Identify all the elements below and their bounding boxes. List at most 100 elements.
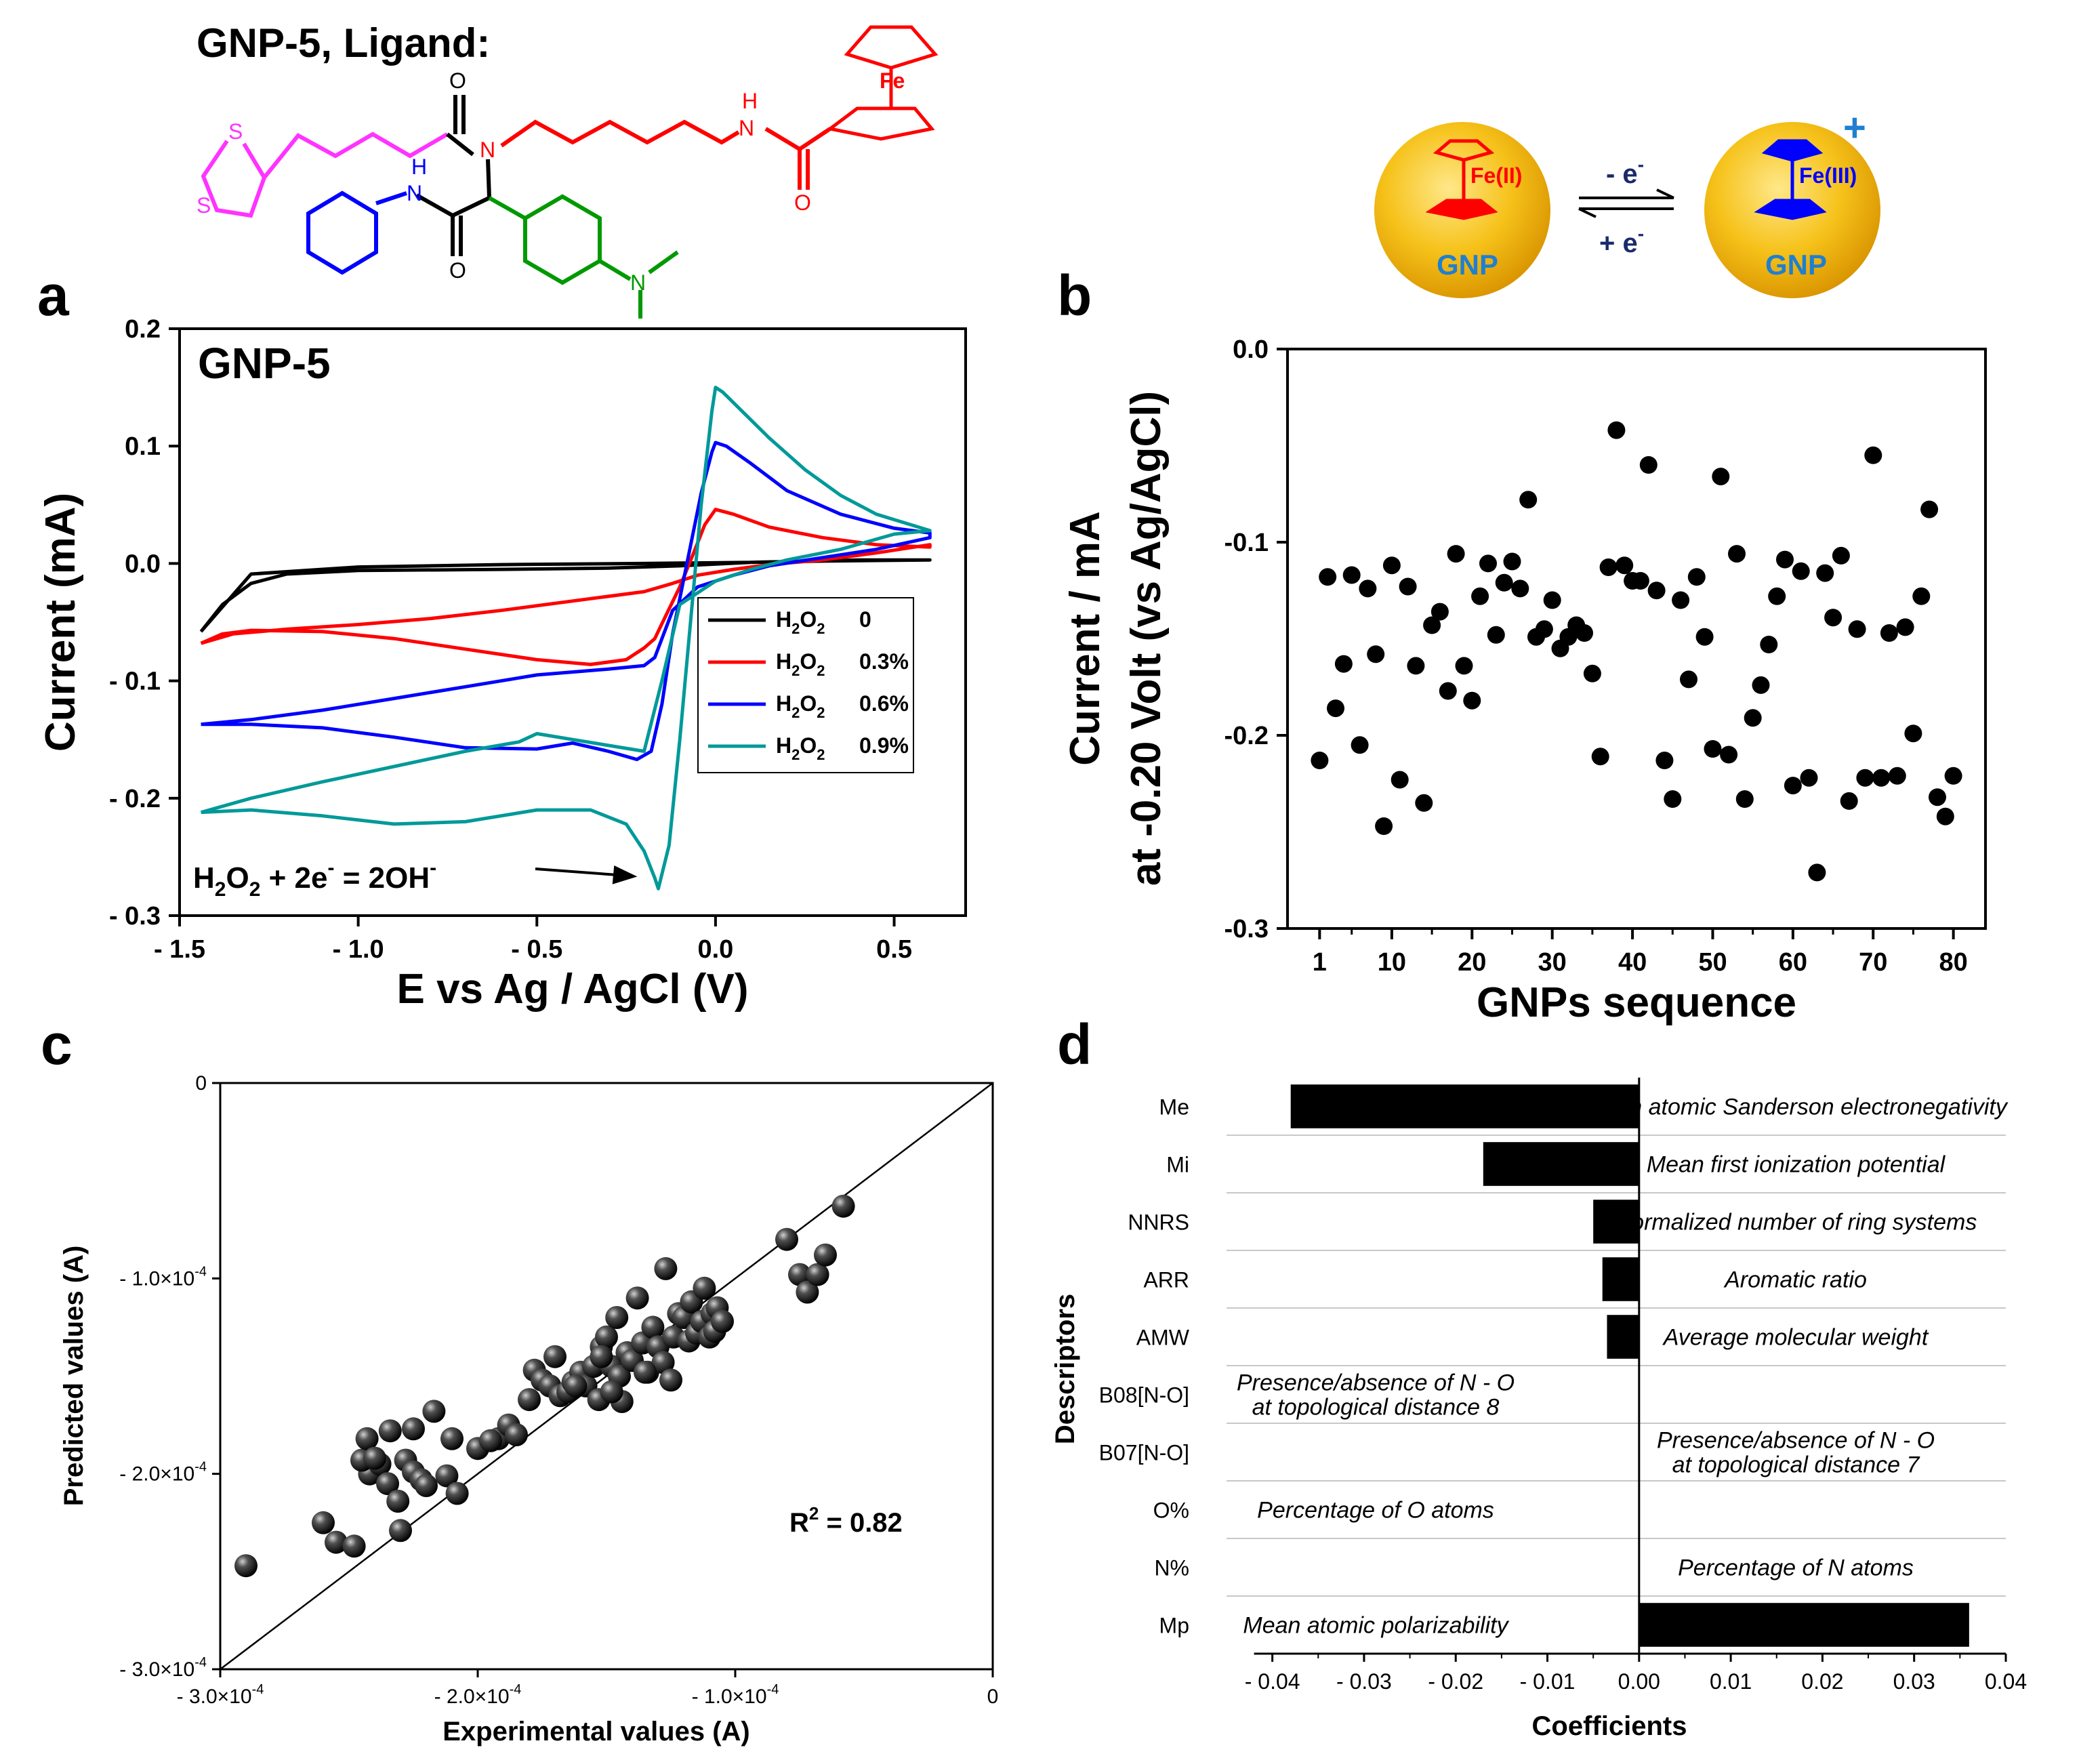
- category-label: Mi: [1166, 1153, 1189, 1177]
- descriptor-description: Aromatic ratio: [1723, 1267, 1867, 1293]
- scatter-sphere: [831, 1194, 855, 1218]
- scatter-point: [1327, 699, 1344, 718]
- scatter-sphere: [312, 1511, 335, 1534]
- cv-series-1: [200, 508, 932, 666]
- scatter-point: [1712, 468, 1730, 486]
- gnp-label-left: GNP: [1437, 249, 1498, 281]
- scatter-point: [1695, 628, 1714, 646]
- panel-a-title: GNP-5: [198, 339, 331, 388]
- scatter-sphere: [659, 1368, 682, 1392]
- y-tick-label: -0.1: [1224, 529, 1269, 557]
- ferrocene-fe2-icon: [1425, 139, 1498, 220]
- scatter-point: [1848, 620, 1866, 638]
- panel-b-frame: [1286, 348, 1987, 930]
- descriptor-description: Mean first ionization potential: [1647, 1152, 1946, 1178]
- scatter-point: [1615, 556, 1634, 575]
- scatter-point: [1342, 566, 1361, 584]
- y-tick-label: - 0.1: [109, 668, 161, 696]
- legend-label: H2O2 0: [776, 607, 871, 637]
- equilibrium-arrows-icon: [1578, 188, 1674, 218]
- scatter-point: [1840, 792, 1858, 810]
- atom-fe: Fe: [880, 68, 905, 93]
- scatter-sphere: [796, 1280, 819, 1304]
- descriptor-description: Mean atomic polarizability: [1243, 1613, 1509, 1639]
- x-tick-label: - 1.5: [154, 935, 205, 964]
- category-label: AMW: [1136, 1326, 1190, 1350]
- atom-n-dimethyl: N: [630, 270, 646, 295]
- panel-c-ylabel: Predicted values (A): [59, 1246, 89, 1507]
- scatter-sphere: [605, 1306, 629, 1329]
- atom-s2: S: [197, 193, 211, 218]
- y-tick-label: - 0.2: [109, 785, 161, 813]
- atom-h2: H: [742, 89, 758, 113]
- scatter-point: [1334, 655, 1353, 673]
- scatter-sphere: [505, 1423, 528, 1446]
- scatter-point: [1631, 572, 1649, 590]
- scatter-sphere: [543, 1345, 567, 1368]
- x-tick-label: 0.00: [1618, 1669, 1660, 1694]
- y-tick-label: 0.1: [125, 432, 161, 461]
- atom-n2: N: [407, 181, 422, 205]
- x-tick-label: 0.5: [876, 935, 912, 964]
- scatter-point: [1728, 545, 1746, 563]
- scatter-point: [1382, 556, 1401, 575]
- panel-c-r2: R2 = 0.82: [789, 1503, 903, 1538]
- x-tick-label: 40: [1618, 948, 1647, 977]
- panel-c-frame: [219, 1082, 994, 1671]
- x-tick-label: - 0.02: [1428, 1669, 1483, 1694]
- descriptor-description: Presence/absence of N - O: [1237, 1370, 1515, 1396]
- x-tick-label: - 3.0×10-4: [177, 1682, 264, 1708]
- redox-scheme: Fe(II) GNP - e- + e- + Fe(III) GNP: [1374, 106, 1880, 298]
- x-tick-label: - 0.03: [1336, 1669, 1392, 1694]
- descriptor-description: Percentage of N atoms: [1678, 1555, 1914, 1581]
- scatter-sphere: [711, 1309, 734, 1333]
- x-tick-label: - 2.0×10-4: [434, 1682, 522, 1708]
- scatter-sphere: [445, 1482, 469, 1505]
- x-tick-label: - 0.04: [1245, 1669, 1300, 1694]
- scatter-point: [1367, 645, 1385, 663]
- scatter-point: [1375, 817, 1393, 835]
- coef-bar-Me: [1290, 1084, 1639, 1128]
- scatter-sphere: [355, 1427, 379, 1450]
- x-tick-label: 0.04: [1985, 1669, 2027, 1694]
- scatter-sphere: [595, 1325, 618, 1349]
- x-tick-label: - 0.5: [511, 935, 562, 964]
- scatter-sphere: [641, 1315, 665, 1339]
- scatter-point: [1519, 491, 1538, 509]
- x-tick-label: 30: [1538, 948, 1567, 977]
- x-tick-label: 20: [1458, 948, 1486, 977]
- scatter-sphere: [378, 1419, 402, 1443]
- scatter-point: [1455, 657, 1473, 675]
- y-tick-label: - 0.3: [109, 902, 161, 931]
- scatter-point: [1784, 777, 1802, 795]
- scatter-sphere: [590, 1345, 613, 1368]
- atom-h1: H: [411, 155, 427, 179]
- panel-c-xlabel: Experimental values (A): [442, 1717, 750, 1747]
- panel-label-b: b: [1057, 264, 1092, 327]
- scatter-point: [1391, 771, 1409, 789]
- scatter-point: [1776, 550, 1794, 569]
- scatter-point: [1760, 636, 1778, 653]
- scatter-point: [1583, 664, 1601, 682]
- scatter-point: [1351, 736, 1369, 754]
- panel-a-frame: [178, 327, 967, 917]
- atom-s1: S: [228, 119, 243, 144]
- forward-label: - e-: [1606, 154, 1644, 189]
- plus-charge: +: [1843, 106, 1866, 150]
- scatter-sphere: [814, 1243, 837, 1267]
- descriptor-description: at topological distance 8: [1252, 1395, 1500, 1421]
- panel-b-xlabel: GNPs sequence: [1477, 979, 1796, 1026]
- scatter-point: [1672, 591, 1690, 609]
- scatter-point: [1639, 456, 1658, 474]
- scatter-point: [1912, 587, 1931, 605]
- scatter-point: [1735, 790, 1754, 808]
- scatter-point: [1888, 767, 1906, 785]
- scatter-sphere: [389, 1519, 412, 1543]
- panel-d-ylabel: Descriptors: [1050, 1294, 1080, 1444]
- category-label: B07[N-O]: [1099, 1441, 1189, 1465]
- scatter-point: [1647, 581, 1666, 600]
- ferrocenium-fe3-icon: [1754, 139, 1827, 220]
- scatter-point: [1311, 752, 1329, 769]
- x-tick-label: 60: [1779, 948, 1807, 977]
